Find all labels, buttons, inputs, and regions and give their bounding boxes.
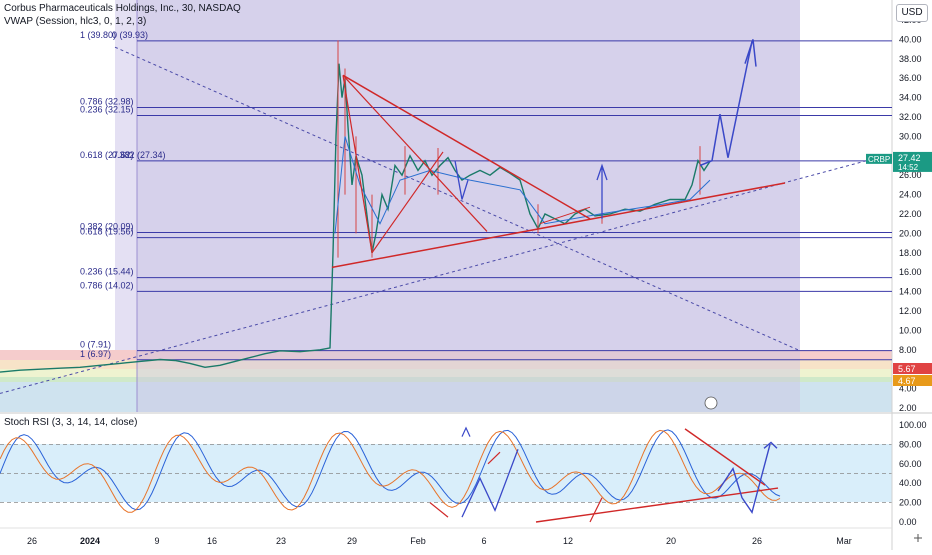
price-tick-label: 4.00: [899, 384, 917, 394]
x-tick-label: 12: [563, 536, 573, 546]
price-tick-label: 40.00: [899, 34, 922, 44]
rsi-band: [0, 444, 892, 502]
x-tick-label: 20: [666, 536, 676, 546]
tag-lower-value: 4.67: [898, 376, 916, 386]
price-tick-label: 24.00: [899, 190, 922, 200]
price-tag-time: 14:52: [898, 163, 919, 172]
fib-label-8: 0 (7.91): [80, 340, 111, 350]
mini-triangle-left: [342, 75, 373, 253]
tag-upper-box: [893, 363, 932, 374]
rsi-red-mark-c: [487, 451, 501, 465]
chart-title: Corbus Pharmaceuticals Holdings, Inc., 3…: [4, 3, 241, 14]
rsi-tick-label: 0.00: [899, 517, 917, 527]
x-tick-label: 9: [154, 536, 159, 546]
fib-label-1: 0.786 (32.98): [80, 96, 134, 106]
rsi-tick-label: 60.00: [899, 459, 922, 469]
x-tick-label: 2024: [80, 536, 100, 546]
price-tick-label: 36.00: [899, 73, 922, 83]
zone-yellow: [0, 369, 892, 377]
x-tick-label: 6: [481, 536, 486, 546]
price-tag-symbol: CRBP: [868, 155, 890, 164]
down-arrow-small: [454, 160, 469, 200]
price-tick-label: 38.00: [899, 54, 922, 64]
rsi-red-mark-a: [589, 497, 603, 523]
price-tick-label: 34.00: [899, 93, 922, 103]
rsi-tick-label: 20.00: [899, 498, 922, 508]
flash-icon: [704, 396, 718, 410]
x-tick-label: Feb: [410, 536, 426, 546]
rsi-red-mark-b: [429, 502, 449, 518]
up-arrow-small: [596, 163, 608, 219]
fib-label-6: 0.236 (15.44): [80, 267, 134, 277]
fib-label-2: 0.236 (32.15): [80, 105, 134, 115]
rsi-arrowhead: [763, 441, 778, 449]
price-tag-box: [893, 151, 932, 172]
zone-blue: [0, 382, 892, 412]
vwap-line: [334, 136, 711, 234]
price-tick-label: 20.00: [899, 228, 922, 238]
fib-label-3: 0.618 (27.62): [80, 150, 134, 160]
stoch-d-line: [0, 429, 781, 513]
vwap-legend[interactable]: VWAP (Session, hlc3, 0, 1, 2, 3): [4, 16, 147, 27]
x-tick-label: 29: [347, 536, 357, 546]
zone-green: [0, 377, 892, 382]
projection-arrow: [699, 41, 753, 167]
fib-label2-0: 0 (39.93): [112, 30, 148, 40]
fib-label-0: 1 (39.80): [80, 30, 116, 40]
rsi-blue-path-b: [717, 444, 771, 514]
tag-lower-box: [893, 375, 932, 386]
rsi-blue-path-a: [461, 449, 519, 518]
consolidation-line: [539, 206, 591, 225]
stoch-rsi-legend[interactable]: Stoch RSI (3, 3, 14, 14, close): [4, 417, 138, 428]
x-tick-label: Mar: [836, 536, 852, 546]
fib-label-4: 0.382 (20.09): [80, 222, 134, 232]
price-tick-label: 16.00: [899, 267, 922, 277]
x-tick-label: 16: [207, 536, 217, 546]
price-tick-label: 8.00: [899, 345, 917, 355]
price-tick-label: 22.00: [899, 209, 922, 219]
fib-label-9: 1 (6.97): [80, 349, 111, 359]
triangle-lower-line: [331, 182, 786, 269]
price-tick-label: 18.00: [899, 248, 922, 258]
fib-zone-lower: [137, 350, 800, 412]
settings-icon: [914, 534, 922, 542]
triangle-upper-line: [342, 74, 591, 220]
zone-red: [0, 350, 892, 360]
mini-triangle-diagonal: [342, 74, 488, 232]
price-tick-label: 26.00: [899, 170, 922, 180]
price-tick-label: 10.00: [899, 325, 922, 335]
rsi-tick-label: 80.00: [899, 439, 922, 449]
x-tick-label: 26: [752, 536, 762, 546]
price-tag-symbol-box: [866, 153, 892, 164]
price-tag-value: 27.42: [898, 153, 921, 163]
rsi-trend-lower: [535, 487, 779, 523]
price-axis: 42.0040.0038.0036.0034.0032.0030.0028.00…: [899, 15, 922, 413]
mini-triangle-right: [371, 151, 444, 254]
zone-orange: [0, 360, 892, 369]
price-tick-label: 12.00: [899, 306, 922, 316]
fib-zone-left: [115, 0, 137, 350]
dashed-uptrend: [0, 153, 893, 394]
fib-label2-3: 0.382 (27.34): [112, 150, 166, 160]
price-tick-label: 30.00: [899, 131, 922, 141]
rsi-tick-label: 100.00: [899, 420, 927, 430]
fib-label-5: 0.618 (19.56): [80, 227, 134, 237]
currency-button[interactable]: USD: [896, 4, 928, 22]
x-tick-label: 26: [27, 536, 37, 546]
x-tick-label: 23: [276, 536, 286, 546]
price-tick-label: 32.00: [899, 112, 922, 122]
rsi-small-arrow: [461, 426, 471, 437]
rsi-tick-label: 40.00: [899, 478, 922, 488]
stoch-k-line: [0, 429, 781, 511]
projection-arrowhead: [744, 39, 757, 67]
price-tick-label: 14.00: [899, 287, 922, 297]
rsi-triangle-upper: [684, 428, 766, 486]
fib-label-7: 0.786 (14.02): [80, 280, 134, 290]
price-series: [0, 63, 711, 373]
tag-upper-value: 5.67: [898, 364, 916, 374]
price-tick-label: 2.00: [899, 403, 917, 413]
